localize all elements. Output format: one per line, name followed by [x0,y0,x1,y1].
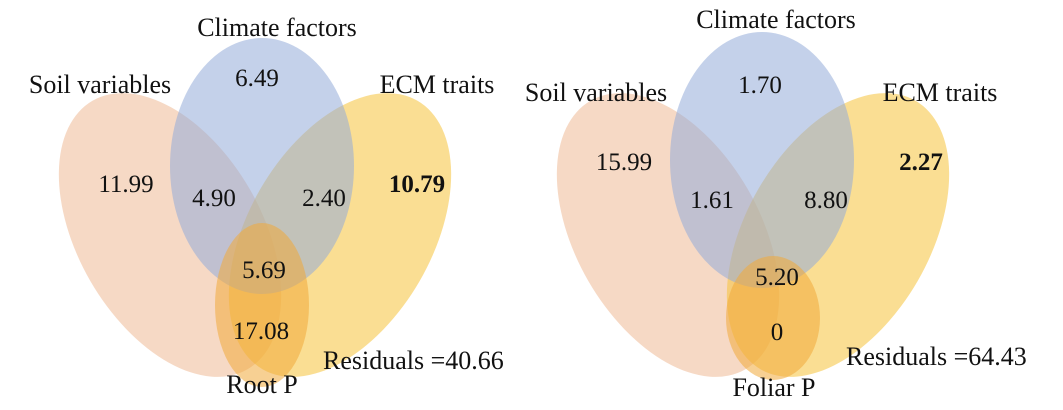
ecm-traits-label: ECM traits [380,70,495,99]
soil-only-value: 11.99 [98,171,153,198]
foliar-p-ellipse [726,256,820,380]
residuals-label: Residuals =40.66 [323,346,504,375]
climate-factors-label: Climate factors [696,5,856,34]
venn-diagram-foliar-p: Climate factors Soil variables ECM trait… [525,5,1027,402]
root-p-ellipse [215,223,309,387]
all-three-value: 5.20 [755,264,799,291]
climate-ecm-value: 2.40 [302,185,346,212]
venn-diagram-root-p: Climate factors Soil variables ECM trait… [29,13,504,399]
climate-only-value: 1.70 [738,72,782,99]
ecm-only-value: 2.27 [899,149,943,176]
soil-variables-label: Soil variables [525,78,667,107]
climate-ecm-value: 8.80 [804,187,848,214]
climate-only-value: 6.49 [235,65,279,92]
climate-factors-ellipse [670,32,854,288]
soil-response-value: 0 [771,319,784,346]
residuals-label: Residuals =64.43 [846,342,1027,371]
soil-climate-value: 4.90 [192,185,236,212]
soil-response-value: 17.08 [233,318,289,345]
all-three-value: 5.69 [242,257,286,284]
soil-climate-value: 1.61 [690,187,734,214]
root-p-label: Root P [226,370,298,399]
soil-only-value: 15.99 [596,149,652,176]
ecm-only-value: 10.79 [389,171,445,198]
foliar-p-label: Foliar P [732,373,815,402]
soil-variables-label: Soil variables [29,70,171,99]
climate-factors-ellipse [170,38,354,294]
climate-factors-label: Climate factors [197,13,357,42]
ecm-traits-label: ECM traits [883,78,998,107]
